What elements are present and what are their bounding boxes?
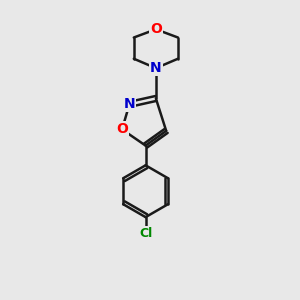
Text: N: N xyxy=(150,61,162,75)
Text: Cl: Cl xyxy=(139,227,152,240)
Text: O: O xyxy=(116,122,128,136)
Text: N: N xyxy=(124,98,135,111)
Text: O: O xyxy=(150,22,162,36)
